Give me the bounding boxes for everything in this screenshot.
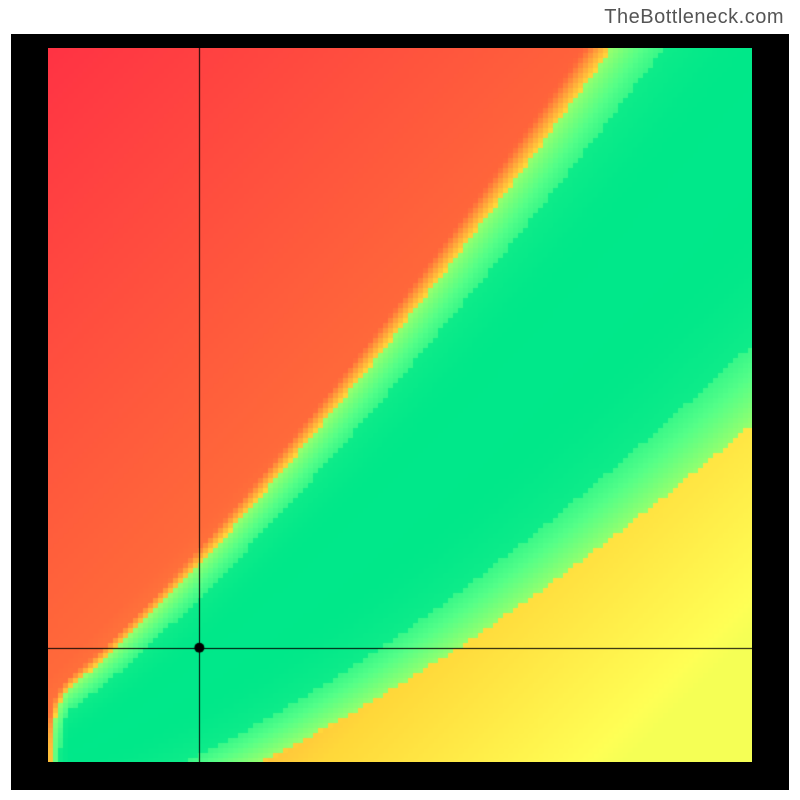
watermark-label: TheBottleneck.com	[604, 6, 784, 29]
bottleneck-heatmap	[48, 48, 752, 762]
chart-frame: TheBottleneck.com	[0, 0, 800, 800]
